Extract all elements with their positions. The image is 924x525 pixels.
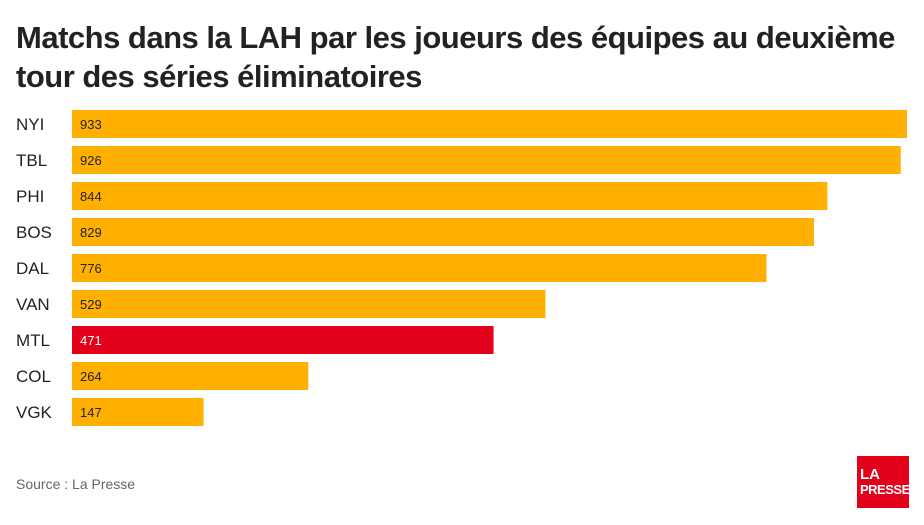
category-label-col: COL [16,367,51,386]
value-label-phi: 844 [80,189,102,204]
la-presse-logo: LA PRESSE [857,456,910,508]
source-note: Source : La Presse [16,476,136,492]
value-label-tbl: 926 [80,153,102,168]
value-label-vgk: 147 [80,405,102,420]
category-label-bos: BOS [16,223,52,242]
value-label-col: 264 [80,369,102,384]
bar-tbl [72,146,901,174]
value-label-dal: 776 [80,261,102,276]
category-label-dal: DAL [16,259,49,278]
bar-nyi [72,110,907,138]
logo-line-2: PRESSE [860,482,910,497]
value-label-nyi: 933 [80,117,102,132]
bar-van [72,290,546,318]
bar-mtl [72,326,494,354]
category-label-phi: PHI [16,187,44,206]
value-label-van: 529 [80,297,102,312]
category-label-vgk: VGK [16,403,53,422]
bar-vgk [72,398,204,426]
bar-phi [72,182,828,210]
bar-dal [72,254,767,282]
value-label-bos: 829 [80,225,102,240]
category-label-van: VAN [16,295,50,314]
chart-title: Matchs dans la LAH par les joueurs des é… [16,20,895,94]
category-label-mtl: MTL [16,331,50,350]
bar-bos [72,218,814,246]
bar-chart: NYI 933 TBL 926 PHI 844 BOS 829 DAL 776 VAN 529 MTL 4… [16,110,907,426]
value-label-mtl: 471 [80,333,102,348]
bar-col [72,362,309,390]
logo-line-1: LA [860,466,880,483]
category-label-nyi: NYI [16,115,44,134]
category-label-tbl: TBL [16,151,47,170]
